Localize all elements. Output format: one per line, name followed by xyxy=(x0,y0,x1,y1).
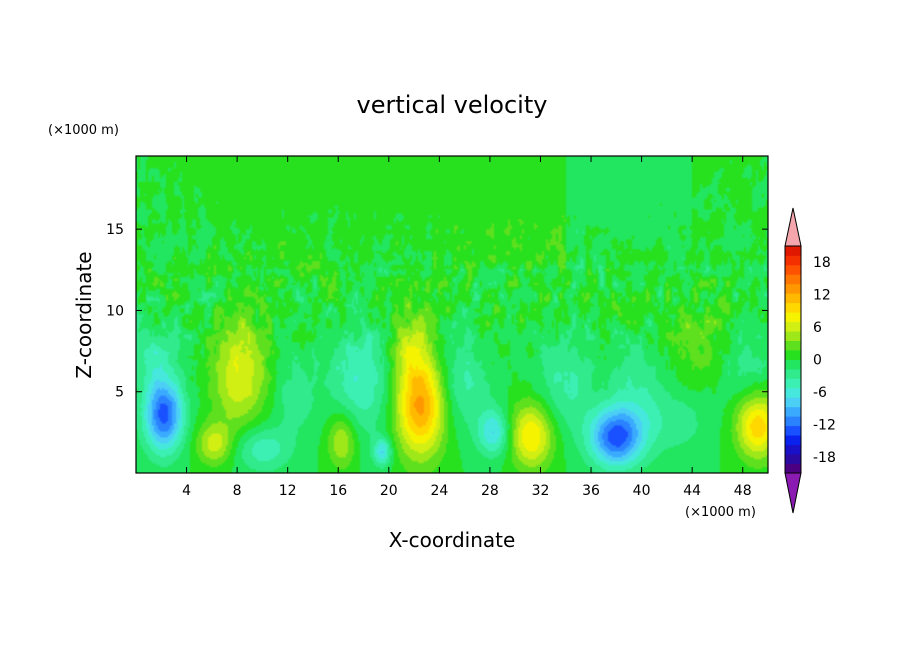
x-tick-label: 44 xyxy=(683,483,701,499)
y-tick-label: 10 xyxy=(106,303,124,319)
x-tick-label: 4 xyxy=(182,483,191,499)
x-tick-label: 48 xyxy=(734,483,752,499)
contour-field xyxy=(136,156,768,473)
colorbar-swatch xyxy=(785,435,801,446)
colorbar-swatch xyxy=(785,425,801,436)
y-tick-label: 5 xyxy=(115,385,124,401)
colorbar-swatch xyxy=(785,454,801,464)
colorbar-under-triangle xyxy=(784,472,802,514)
colorbar-swatch xyxy=(785,463,801,474)
colorbar-swatch xyxy=(785,274,801,285)
y-axis-ticks: 5 10 15 xyxy=(106,222,768,401)
x-tick-label: 16 xyxy=(329,483,347,499)
x-tick-label: 12 xyxy=(279,483,297,499)
colorbar-tick-label: 6 xyxy=(813,320,822,336)
x-tick-label: 28 xyxy=(481,483,499,499)
x-tick-label: 40 xyxy=(633,483,651,499)
x-tick-label: 32 xyxy=(532,483,550,499)
colorbar-swatch xyxy=(785,283,801,294)
x-tick-label: 36 xyxy=(582,483,600,499)
colorbar-swatch xyxy=(785,321,801,332)
x-axis-ticks: 4 8 12 16 20 24 28 32 36 40 44 48 xyxy=(182,156,752,499)
colorbar-tick-label: 0 xyxy=(813,353,822,369)
y-axis-units: (×1000 m) xyxy=(48,123,119,138)
y-tick-label: 15 xyxy=(106,222,124,238)
colorbar-swatch xyxy=(785,255,801,266)
colorbar-swatch xyxy=(785,397,801,408)
colorbar-swatch xyxy=(785,444,801,455)
y-axis-label: Z-coordinate xyxy=(72,251,96,378)
colorbar-tick-label: 18 xyxy=(813,255,831,271)
colorbar-tick-label: 12 xyxy=(813,288,831,304)
colorbar-swatch xyxy=(785,340,801,351)
colorbar: -18 -12 -6 0 6 12 18 xyxy=(784,207,836,514)
colorbar-tick-label: -6 xyxy=(813,385,827,401)
x-tick-label: 24 xyxy=(430,483,448,499)
colorbar-tick-label: -12 xyxy=(813,417,836,433)
chart-title: vertical velocity xyxy=(357,91,548,119)
colorbar-swatch xyxy=(785,350,801,360)
plot-area xyxy=(135,155,769,474)
x-axis-units: (×1000 m) xyxy=(685,505,756,520)
plot-frame xyxy=(135,155,769,474)
colorbar-over-triangle xyxy=(784,207,802,247)
colorbar-swatch xyxy=(785,331,801,341)
x-axis-label: X-coordinate xyxy=(389,528,516,552)
colorbar-swatch xyxy=(785,246,801,256)
colorbar-swatch xyxy=(785,302,801,313)
colorbar-tick-label: -18 xyxy=(813,450,836,466)
colorbar-swatch xyxy=(785,293,801,304)
colorbar-swatch xyxy=(785,378,801,389)
colorbar-swatch xyxy=(785,264,801,275)
x-tick-label: 8 xyxy=(233,483,242,499)
colorbar-frame xyxy=(784,245,802,474)
colorbar-swatch xyxy=(785,387,801,398)
colorbar-swatch xyxy=(785,368,801,379)
x-tick-label: 20 xyxy=(380,483,398,499)
colorbar-swatch xyxy=(785,416,801,427)
colorbar-swatch xyxy=(785,359,801,370)
colorbar-swatch xyxy=(785,406,801,417)
colorbar-swatch xyxy=(785,312,801,323)
